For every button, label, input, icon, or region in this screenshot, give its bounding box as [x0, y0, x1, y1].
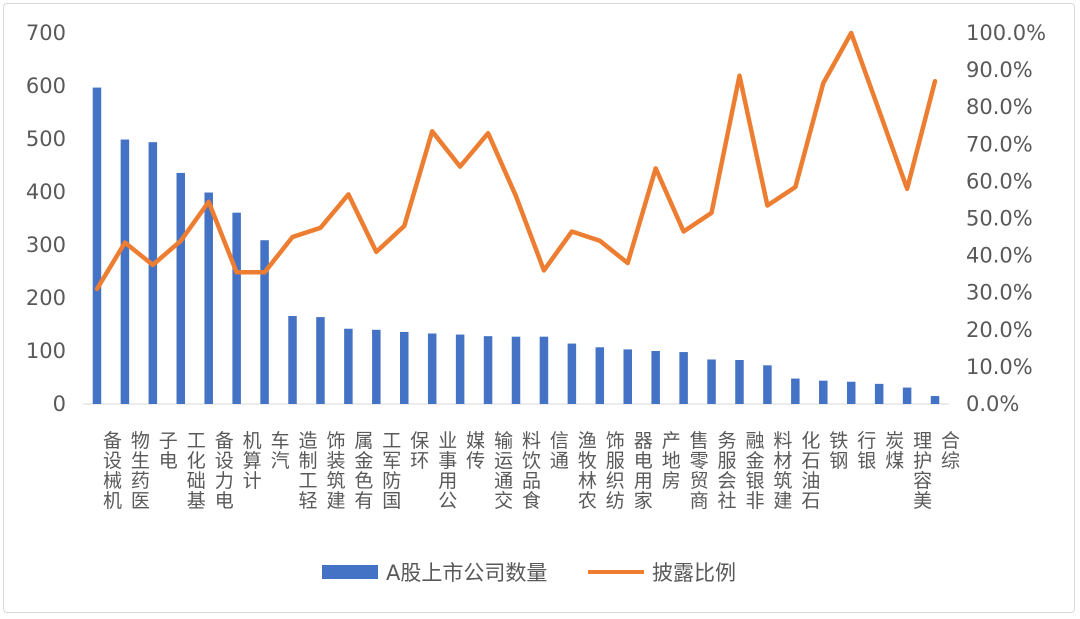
- category-label: 汽车: [271, 430, 290, 472]
- category-label: 社会服务: [718, 430, 737, 512]
- left-tick-label: 100: [26, 339, 66, 363]
- bar: [930, 396, 940, 404]
- bar: [651, 351, 660, 404]
- bar: [288, 316, 297, 404]
- legend-line-label: 披露比例: [652, 561, 736, 585]
- right-tick-label: 80.0%: [966, 95, 1033, 119]
- bar: [204, 192, 213, 404]
- left-tick-label: 600: [26, 74, 66, 98]
- right-tick-label: 10.0%: [966, 355, 1033, 379]
- bar: [623, 349, 632, 404]
- disclosure-ratio-line: [94, 30, 938, 292]
- category-label: 商贸零售: [690, 430, 709, 512]
- left-tick-label: 200: [26, 286, 66, 310]
- bar: [874, 383, 884, 404]
- right-tick-label: 90.0%: [966, 58, 1033, 82]
- category-label: 传媒: [466, 430, 485, 472]
- bar: [735, 360, 744, 404]
- bar-series: [92, 87, 940, 404]
- right-tick-label: 60.0%: [966, 169, 1033, 193]
- category-label: 基础化工: [187, 430, 206, 512]
- category-label: 煤炭: [885, 430, 904, 472]
- category-label: 纺织服饰: [606, 430, 625, 512]
- right-tick-label: 40.0%: [966, 244, 1033, 268]
- category-label: 房地产: [662, 430, 681, 492]
- bar: [511, 336, 521, 404]
- right-tick-label: 50.0%: [966, 207, 1033, 231]
- bar: [400, 331, 409, 404]
- left-axis-ticks: 0 100 200 300 400 500 600 700: [26, 21, 66, 416]
- right-tick-label: 100.0%: [966, 21, 1046, 45]
- bar: [120, 139, 130, 404]
- bar: [902, 387, 912, 404]
- category-label: 环保: [410, 430, 429, 472]
- legend-bar-label: A股上市公司数量: [386, 561, 547, 585]
- bar: [344, 328, 353, 404]
- bar: [148, 142, 158, 404]
- category-label: 建筑装饰: [327, 430, 346, 512]
- category-label: 钢铁: [829, 430, 848, 472]
- category-label: 有色金属: [354, 430, 373, 512]
- category-label: 建筑材料: [773, 430, 792, 512]
- bar: [260, 240, 269, 404]
- category-label: 石油石化: [801, 430, 820, 512]
- bar: [316, 317, 325, 404]
- left-tick-label: 0: [53, 392, 66, 416]
- left-tick-label: 400: [26, 180, 66, 204]
- category-label: 轻工制造: [299, 430, 318, 512]
- category-label: 美容护理: [913, 430, 932, 512]
- category-label: 食品饮料: [522, 430, 541, 512]
- category-label: 电力设备: [215, 430, 234, 512]
- bar: [595, 347, 605, 404]
- category-labels: 机械设备医药生物电子基础化工电力设备计算机汽车轻工制造建筑装饰有色金属国防军工环…: [103, 430, 960, 512]
- category-label: 非银金融: [746, 430, 765, 512]
- bar: [679, 352, 688, 404]
- category-label: 农林牧渔: [578, 430, 597, 512]
- bar: [176, 172, 186, 404]
- category-label: 银行: [857, 430, 876, 472]
- bar: [707, 359, 716, 404]
- bar: [92, 87, 102, 404]
- right-tick-label: 30.0%: [966, 281, 1033, 305]
- left-tick-label: 500: [26, 127, 66, 151]
- legend: A股上市公司数量 披露比例: [322, 561, 736, 585]
- right-axis-ticks: 0.0% 10.0% 20.0% 30.0% 40.0% 50.0% 60.0% 70.0% 8…: [966, 21, 1046, 416]
- legend-bar-swatch: [322, 565, 378, 579]
- bar: [539, 336, 549, 404]
- bar: [846, 381, 856, 404]
- category-label: 交通运输: [494, 430, 513, 512]
- bar: [567, 343, 577, 404]
- left-tick-label: 700: [26, 21, 66, 45]
- category-label: 电子: [159, 430, 178, 472]
- bar: [791, 378, 800, 404]
- right-tick-label: 0.0%: [966, 392, 1019, 416]
- category-label: 综合: [941, 430, 960, 472]
- bar: [763, 365, 772, 404]
- bar: [232, 212, 241, 404]
- category-label: 机械设备: [103, 430, 122, 512]
- category-label: 公用事业: [438, 430, 457, 512]
- category-label: 家用电器: [634, 430, 653, 512]
- category-label: 通信: [550, 430, 569, 472]
- bar: [819, 380, 828, 404]
- category-label: 医药生物: [131, 430, 150, 512]
- bar: [483, 336, 493, 404]
- right-tick-label: 70.0%: [966, 132, 1033, 156]
- bar: [427, 333, 437, 404]
- category-label: 计算机: [243, 430, 262, 492]
- line-series: [94, 30, 938, 292]
- bar: [455, 334, 465, 404]
- category-label: 国防军工: [382, 430, 401, 512]
- left-tick-label: 300: [26, 233, 66, 257]
- right-tick-label: 20.0%: [966, 318, 1033, 342]
- bar: [372, 329, 381, 404]
